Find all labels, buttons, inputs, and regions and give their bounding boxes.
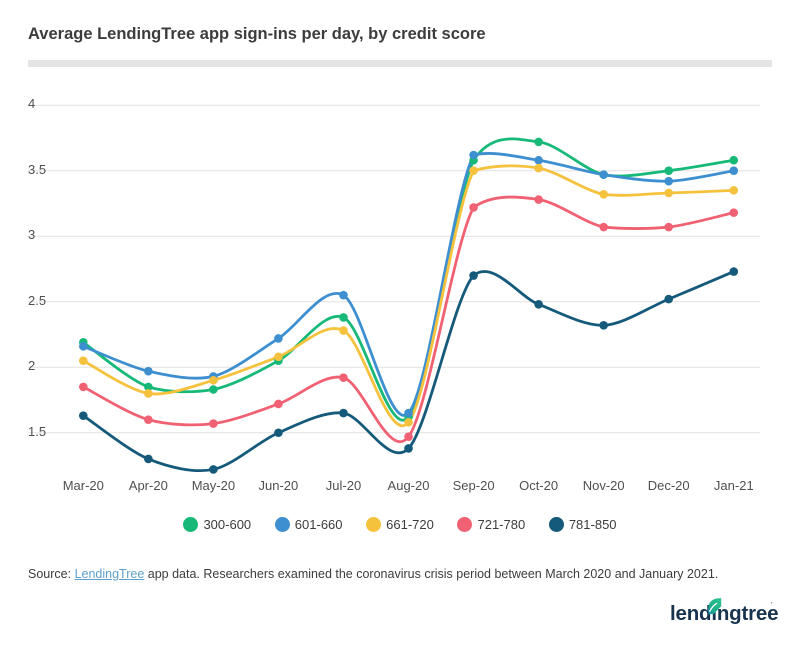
svg-text:lendingtree: lendingtree	[670, 602, 778, 625]
svg-text:’: ’	[771, 602, 773, 609]
